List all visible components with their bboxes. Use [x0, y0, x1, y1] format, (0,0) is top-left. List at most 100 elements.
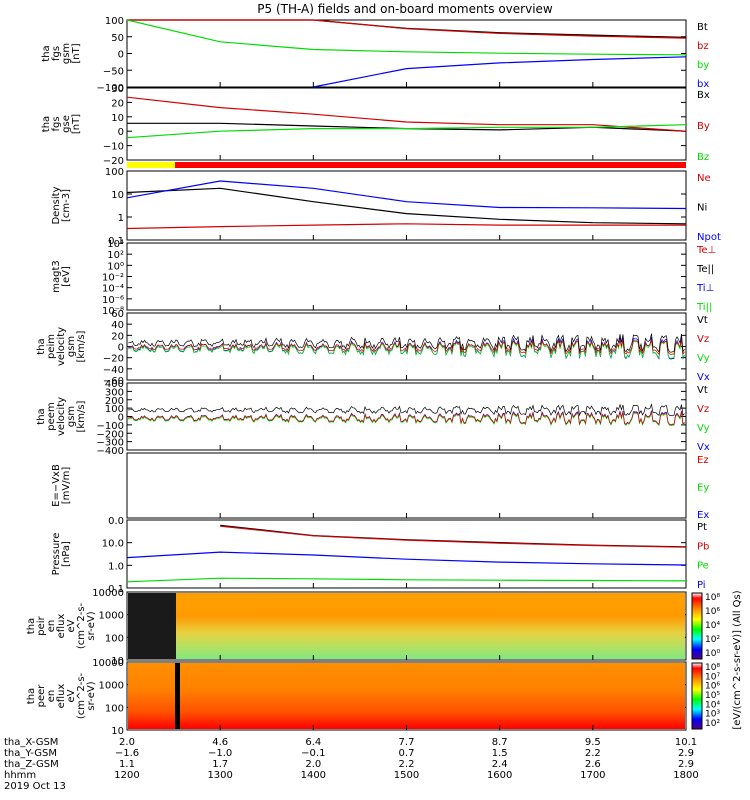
y-tick-label: −200: [97, 429, 124, 440]
series-bx: [313, 56, 687, 88]
x-tick-ygsm: −1.0: [208, 748, 232, 759]
legend-Vz: Vz: [697, 404, 709, 415]
y-axis-label: E=−VxB: [51, 464, 62, 507]
y-axis-label: fgs: [51, 46, 62, 61]
y-axis-label: tha: [36, 338, 47, 354]
panel-frame: [126, 170, 687, 241]
series-Pe: [126, 551, 687, 566]
colorbar-tick: 10²: [705, 719, 720, 729]
y-tick-label: 10000: [92, 588, 124, 599]
y-axis-label: magt3: [51, 260, 62, 293]
x-tick-xgsm: 4.6: [212, 737, 228, 748]
x-tick-zgsm: 1.7: [212, 759, 228, 770]
y-tick-label: 10: [111, 726, 124, 737]
panel-efield: E=−VxB [mV/m] Ez Ey Ex: [51, 452, 709, 521]
y-tick-label: 20: [111, 331, 124, 342]
legend-Vy: Vy: [697, 353, 710, 364]
legend-Vt: Vt: [697, 315, 708, 326]
y-axis-label: (cm^2-s-: [76, 672, 87, 719]
y-axis-label: (cm^2-s-: [76, 602, 87, 649]
y-tick-label: 10: [111, 190, 124, 201]
y-tick-label: 1000: [99, 611, 124, 622]
series-Ni: [126, 187, 687, 225]
y-axis-label: gsm: [66, 336, 77, 357]
series-Pt: [220, 524, 687, 548]
peim-vy-trace: [127, 339, 685, 359]
series-Pi: [126, 577, 687, 583]
x-tick-hhmm: 1800: [673, 770, 698, 781]
y-tick-label: −300: [97, 438, 124, 449]
peir-gap: [128, 593, 176, 659]
y-tick-label: 10⁰: [107, 261, 124, 272]
panel-frame: [126, 519, 687, 589]
legend-Vz: Vz: [697, 334, 709, 345]
legend-Ey: Ey: [697, 483, 709, 494]
y-tick-label: 0.1: [108, 236, 124, 247]
panel-frame: [126, 452, 687, 519]
peer-spectrogram: [128, 663, 685, 729]
y-tick-label: 100: [105, 633, 124, 644]
x-tick-ygsm: 0.7: [399, 748, 415, 759]
y-axis-label: eflux: [56, 614, 67, 639]
x-tick-xgsm: 2.0: [119, 737, 135, 748]
y-axis-label: eV: [66, 689, 77, 702]
peem-vy-trace: [127, 411, 685, 426]
panel-fgs-gsm: 100 50 0 −50 −100 tha fgs gsm [nT] Bt bz by bx: [41, 16, 709, 94]
y-axis-label: [cm-3]: [61, 189, 72, 222]
legend-Ti⊥: Ti⊥: [696, 283, 714, 294]
colorbar-label: [eV/(cm^2-s-sr-eV)] (All Qs): [732, 590, 743, 729]
legend-Pb: Pb: [697, 541, 709, 552]
y-tick-label: −10: [103, 142, 124, 153]
panel-frame: [126, 87, 687, 161]
y-tick-label: 100: [105, 16, 124, 27]
x-tick-xgsm: 10.1: [675, 737, 697, 748]
peim-vz-trace: [127, 339, 685, 355]
y-tick-label: −400: [97, 446, 124, 457]
y-axis-label: velocity: [56, 397, 67, 436]
colorbar-tick: 10⁶: [705, 607, 720, 617]
colorbar-tick: 10⁰: [705, 649, 720, 659]
colorbar-tick: 10⁶: [705, 682, 720, 692]
x-tick-zgsm: 2.0: [305, 759, 321, 770]
x-row-label: tha_Z-GSM: [4, 759, 59, 770]
y-axis-label: velocity: [56, 327, 67, 366]
legend-Te⊥: Te⊥: [696, 245, 716, 256]
figure-title: P5 (TH-A) fields and on-board moments ov…: [257, 2, 553, 16]
x-tick-zgsm: 2.4: [492, 759, 508, 770]
y-tick-label: 10⁴: [107, 239, 124, 250]
y-axis-label: tha: [41, 45, 52, 61]
x-tick-ygsm: 2.2: [585, 748, 601, 759]
legend-Pt: Pt: [697, 522, 707, 533]
peer-gap: [175, 663, 180, 729]
x-row-label: tha_X-GSM: [4, 737, 58, 748]
y-tick-label: 0: [118, 413, 124, 424]
legend-by: by: [697, 60, 709, 71]
y-tick-label: 40: [111, 320, 124, 331]
y-tick-label: 0.1: [108, 584, 124, 595]
y-tick-label: 0: [118, 50, 124, 61]
y-axis-label: tha: [41, 116, 52, 132]
y-tick-label: 10: [111, 113, 124, 124]
y-tick-label: 10: [111, 656, 124, 667]
series-By: [126, 96, 687, 132]
y-axis-label: peem: [46, 402, 57, 430]
y-axis-label: peir: [36, 615, 47, 635]
x-tick-zgsm: 2.6: [585, 759, 601, 770]
legend-Ne: Ne: [697, 173, 711, 184]
y-tick-label: 10⁻²: [102, 273, 124, 284]
colorbar-tick: 10⁴: [705, 621, 720, 631]
y-tick-label: 10⁻⁸: [102, 306, 124, 317]
colorbar-tick: 10⁸: [705, 593, 720, 603]
y-tick-label: −100: [97, 421, 124, 432]
series-Npot: [126, 180, 687, 210]
legend-By: By: [697, 121, 710, 132]
y-tick-label: 30: [111, 84, 124, 95]
colorbar-tick: 10³: [705, 710, 720, 720]
y-axis-label: Pressure: [51, 533, 62, 576]
x-tick-ygsm: −0.1: [301, 748, 325, 759]
y-tick-label: 200: [105, 396, 124, 407]
y-axis-label: peim: [46, 334, 57, 359]
x-tick-hhmm: 1400: [301, 770, 326, 781]
